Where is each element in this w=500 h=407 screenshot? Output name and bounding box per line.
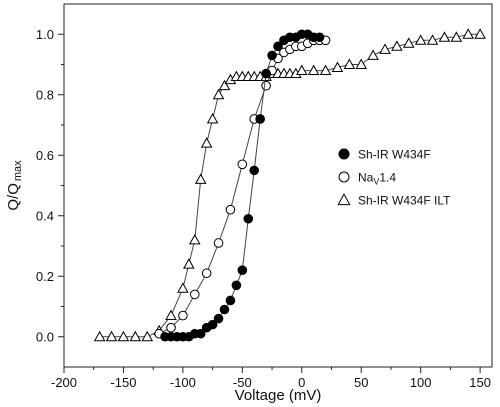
data-point	[231, 280, 242, 291]
data-point	[237, 265, 248, 276]
data-point	[166, 322, 176, 333]
x-tick-label: -200	[51, 375, 77, 390]
series-filled-circle	[160, 29, 325, 342]
series-open-triangle	[93, 28, 486, 342]
legend-label: Sh-IR W434F ILT	[358, 194, 451, 208]
y-axis-title-main: Q/Q	[5, 183, 22, 211]
data-point	[237, 159, 248, 170]
x-tick-label: 100	[410, 375, 432, 390]
data-point	[319, 64, 332, 76]
data-point	[129, 330, 142, 342]
data-point	[249, 165, 260, 176]
x-tick-label: -150	[110, 375, 136, 390]
ticks: -200 -150 -100 -50 0 50 100 150 0.0 0.2 0.4 0.6 0.8 1…	[36, 27, 491, 390]
data-point	[201, 268, 212, 279]
x-tick-label: 150	[469, 375, 491, 390]
data-point	[367, 49, 379, 60]
data-point	[200, 137, 213, 148]
legend-label: Sh-IR W434F	[358, 148, 431, 162]
data-point	[225, 295, 236, 306]
data-point	[307, 64, 320, 76]
y-tick-label: 0.6	[36, 148, 54, 163]
data-point	[219, 304, 230, 315]
x-tick-label: -50	[233, 375, 252, 390]
data-point	[331, 61, 344, 72]
data-point	[212, 88, 225, 100]
legend-entry: NaV1.4	[338, 171, 396, 187]
data-point	[188, 233, 201, 245]
legend-label: NaV1.4	[358, 171, 396, 187]
data-point	[261, 80, 271, 91]
y-tick-label: 0.4	[36, 208, 54, 223]
data-point	[165, 309, 177, 321]
data-point	[183, 258, 195, 269]
data-point	[207, 319, 218, 330]
data-point	[402, 37, 415, 48]
data-point	[213, 313, 224, 324]
data-point	[379, 43, 391, 54]
y-tick-label: 0.2	[36, 269, 54, 284]
data-point	[438, 31, 451, 42]
legend-entry: Sh-IR W434F	[338, 148, 431, 162]
data-point	[462, 28, 475, 39]
data-point	[195, 328, 206, 339]
data-point	[474, 28, 486, 39]
data-point	[450, 31, 463, 42]
x-tick-label: -100	[170, 375, 196, 390]
legend-marker	[338, 171, 350, 183]
legend-marker	[338, 148, 350, 160]
data-point	[273, 41, 283, 52]
legend-marker	[337, 193, 351, 206]
data-point	[426, 34, 439, 45]
data-point	[206, 112, 219, 124]
data-point	[261, 68, 271, 79]
y-axis-title: Q/Q max	[5, 160, 24, 211]
data-point	[295, 64, 308, 76]
legend: Sh-IR W434F NaV1.4 Sh-IR W434F ILT	[337, 148, 451, 208]
y-tick-label: 0.0	[36, 329, 54, 344]
data-point	[218, 79, 231, 91]
x-tick-label: 0	[298, 375, 305, 390]
y-tick-label: 0.8	[36, 87, 54, 102]
data-point	[267, 50, 277, 61]
data-point	[414, 34, 427, 45]
data-point	[177, 282, 189, 293]
data-point	[243, 213, 254, 224]
data-point	[189, 289, 200, 300]
x-tick-label: 50	[354, 375, 368, 390]
data-point	[391, 40, 403, 51]
data-point	[255, 114, 265, 124]
data-point	[105, 330, 118, 342]
y-tick-label: 1.0	[36, 27, 54, 42]
x-axis-title: Voltage (mV)	[235, 387, 322, 404]
data-point	[314, 32, 325, 43]
data-point	[213, 238, 224, 248]
data-point	[355, 58, 368, 69]
data-point	[141, 330, 154, 342]
data-point	[194, 173, 207, 184]
series-layer	[93, 28, 486, 342]
data-point	[117, 330, 130, 342]
legend-entry: Sh-IR W434F ILT	[337, 193, 451, 208]
data-point	[343, 58, 356, 69]
series-line	[99, 33, 481, 338]
data-point	[225, 204, 236, 215]
data-point	[178, 310, 188, 321]
data-point	[93, 330, 106, 342]
y-axis-title-sub: max	[12, 160, 24, 181]
